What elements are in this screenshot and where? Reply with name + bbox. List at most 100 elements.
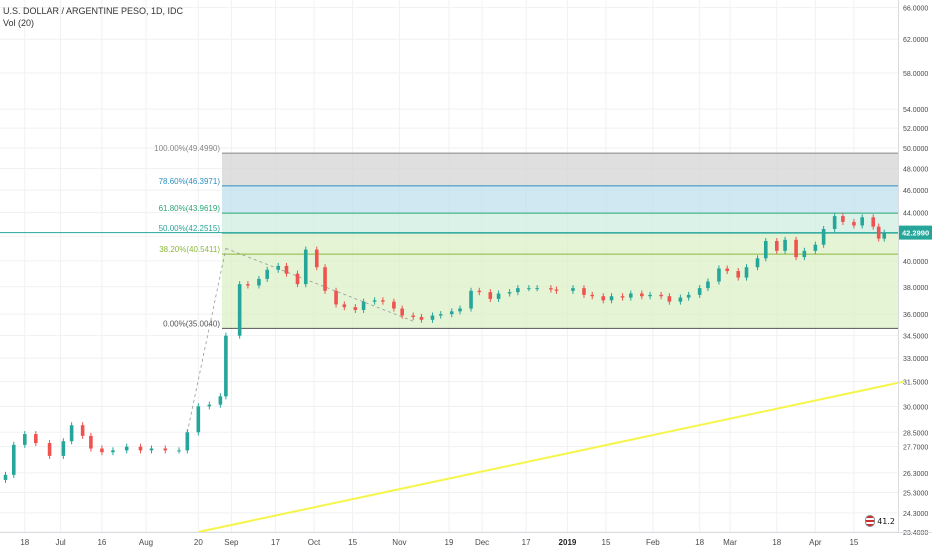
candle-body[interactable] xyxy=(419,316,424,320)
candle-body[interactable] xyxy=(69,425,74,442)
candle-body[interactable] xyxy=(629,293,633,298)
candle-body[interactable] xyxy=(763,241,768,259)
candle-body[interactable] xyxy=(871,217,876,227)
candle-body[interactable] xyxy=(163,448,168,451)
current-price-tag xyxy=(899,225,932,240)
candle-body[interactable] xyxy=(527,288,531,290)
candle-body[interactable] xyxy=(609,296,614,301)
candle-body[interactable] xyxy=(314,249,319,268)
candle-body[interactable] xyxy=(516,288,520,293)
candle-body[interactable] xyxy=(100,448,104,453)
price-axis-tick-label: 46.0000 xyxy=(903,188,928,195)
candle-body[interactable] xyxy=(246,284,250,286)
candle-body[interactable] xyxy=(372,300,377,302)
candle-body[interactable] xyxy=(353,307,358,310)
candle-body[interactable] xyxy=(411,315,415,317)
candle-body[interactable] xyxy=(725,268,730,272)
candle-body[interactable] xyxy=(535,288,539,290)
candle-body[interactable] xyxy=(11,444,16,475)
candle-body[interactable] xyxy=(860,217,864,226)
candle-body[interactable] xyxy=(342,304,347,308)
candle-body[interactable] xyxy=(89,435,93,449)
candle-body[interactable] xyxy=(458,308,462,312)
candle-body[interactable] xyxy=(620,296,625,298)
candle-body[interactable] xyxy=(469,290,473,309)
candle-body[interactable] xyxy=(697,288,702,295)
candle-body[interactable] xyxy=(237,284,242,336)
candle-body[interactable] xyxy=(590,294,595,297)
candle-body[interactable] xyxy=(744,267,749,278)
candle-body[interactable] xyxy=(438,314,443,316)
candle-body[interactable] xyxy=(640,293,644,297)
fib-level-label: 0.00%(35.0040) xyxy=(163,319,220,328)
candle-body[interactable] xyxy=(276,265,281,270)
price-axis-tick-label: 24.3000 xyxy=(903,511,928,518)
candle-body[interactable] xyxy=(477,290,482,293)
candle-body[interactable] xyxy=(47,443,52,456)
candle-body[interactable] xyxy=(813,244,818,251)
candle-body[interactable] xyxy=(755,258,760,268)
candle-body[interactable] xyxy=(124,446,129,451)
candle-body[interactable] xyxy=(783,239,787,251)
candle-body[interactable] xyxy=(686,294,691,298)
candle-body[interactable] xyxy=(659,294,663,297)
country-flag-badge[interactable]: 41.2 xyxy=(865,514,895,528)
candle-body[interactable] xyxy=(185,432,190,451)
candle-body[interactable] xyxy=(361,301,366,310)
candle-body[interactable] xyxy=(3,474,8,480)
candle-body[interactable] xyxy=(80,425,85,436)
candle-body[interactable] xyxy=(876,226,881,239)
candle-body[interactable] xyxy=(111,450,115,453)
candle-body[interactable] xyxy=(284,265,289,274)
candle-body[interactable] xyxy=(257,278,261,286)
candle-body[interactable] xyxy=(706,281,710,289)
candle-body[interactable] xyxy=(648,294,652,297)
candle-body[interactable] xyxy=(381,300,385,302)
candle-body[interactable] xyxy=(196,406,201,433)
candle-body[interactable] xyxy=(774,241,779,251)
candle-body[interactable] xyxy=(265,269,269,279)
candle-body[interactable] xyxy=(295,273,300,285)
candle-body[interactable] xyxy=(449,311,454,315)
candle-body[interactable] xyxy=(224,335,228,397)
candle-body[interactable] xyxy=(430,315,435,320)
candle-body[interactable] xyxy=(323,267,327,291)
candle-body[interactable] xyxy=(736,271,741,278)
trendline[interactable] xyxy=(198,380,904,533)
time-axis-tick-label: Oct xyxy=(308,538,321,547)
volume-indicator-label[interactable]: Vol (20) xyxy=(3,18,35,28)
candle-body[interactable] xyxy=(571,288,575,291)
candle-body[interactable] xyxy=(138,446,143,451)
candle-body[interactable] xyxy=(400,308,404,316)
candle-body[interactable] xyxy=(717,268,721,282)
candle-body[interactable] xyxy=(549,288,553,290)
candle-body[interactable] xyxy=(303,249,308,285)
candle-body[interactable] xyxy=(554,289,559,291)
candle-body[interactable] xyxy=(177,450,181,452)
candle-body[interactable] xyxy=(821,229,826,245)
candle-body[interactable] xyxy=(149,448,154,451)
candle-body[interactable] xyxy=(496,293,501,299)
candle-body[interactable] xyxy=(601,296,606,301)
time-axis-tick-label: Nov xyxy=(392,538,406,547)
candle-body[interactable] xyxy=(852,221,856,226)
candle-body[interactable] xyxy=(392,301,396,309)
candle-body[interactable] xyxy=(832,216,837,230)
candle-body[interactable] xyxy=(678,297,683,302)
candle-body[interactable] xyxy=(507,292,512,294)
candle-body[interactable] xyxy=(667,296,672,302)
candle-body[interactable] xyxy=(34,434,38,444)
candle-body[interactable] xyxy=(334,290,338,305)
candle-body[interactable] xyxy=(22,434,27,445)
time-axis-tick-label: Mar xyxy=(723,538,737,547)
candle-body[interactable] xyxy=(794,239,798,258)
candle-body[interactable] xyxy=(488,292,493,299)
candle-body[interactable] xyxy=(218,396,223,405)
candle-body[interactable] xyxy=(841,216,845,222)
candle-body[interactable] xyxy=(582,288,586,295)
candle-body[interactable] xyxy=(207,404,212,407)
candle-body[interactable] xyxy=(882,232,887,239)
candle-body[interactable] xyxy=(802,250,807,258)
candle-body[interactable] xyxy=(61,441,66,456)
